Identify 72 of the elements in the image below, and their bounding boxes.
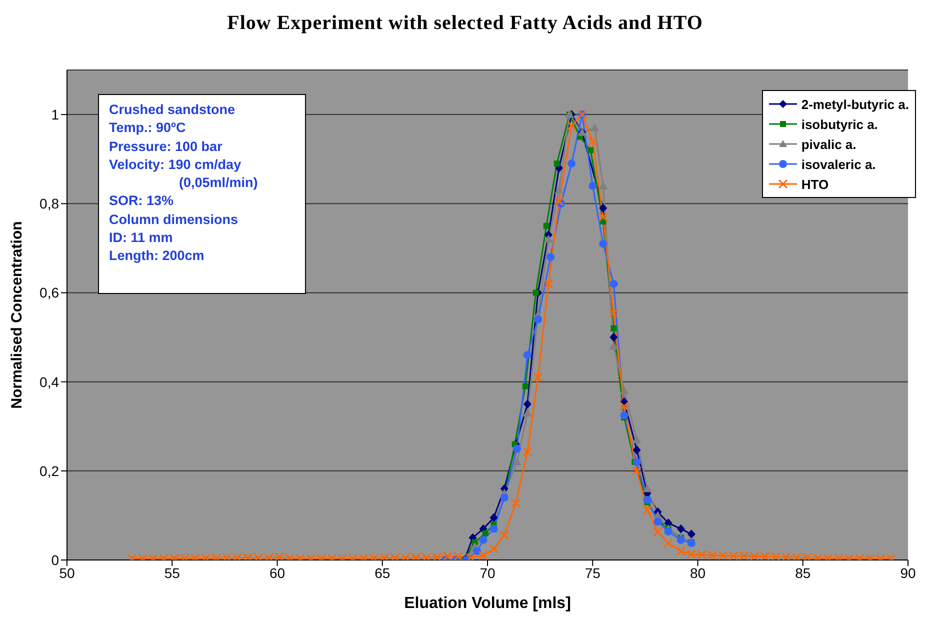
- point: [590, 123, 600, 132]
- point: [554, 186, 564, 194]
- x-tick-label: 75: [584, 564, 601, 581]
- y-axis-title: Normalised Concentration: [8, 221, 26, 409]
- point: [687, 530, 696, 539]
- y-tick-label: 0,8: [40, 196, 60, 212]
- point: [620, 386, 629, 394]
- point: [642, 484, 652, 492]
- y-tick-label: 0,2: [40, 462, 60, 479]
- legend-label: pivalic a.: [801, 136, 856, 152]
- point: [676, 536, 685, 544]
- x-tick-label: 70: [480, 564, 496, 581]
- point: [610, 280, 618, 288]
- point: [512, 458, 522, 466]
- point: [588, 147, 594, 154]
- y-tick-label: 0,4: [40, 374, 60, 390]
- point: [534, 315, 542, 324]
- point: [610, 325, 617, 332]
- point: [664, 527, 672, 536]
- legend-label: isobutyric a.: [801, 116, 878, 132]
- annotation: (0,05ml/min): [178, 174, 259, 192]
- x-axis-title: Eluation Volume [mls]: [404, 595, 571, 612]
- legend-label: HTO: [801, 176, 829, 192]
- y-tick-label: 1: [51, 106, 60, 123]
- point: [472, 547, 481, 556]
- x-tick-label: 90: [900, 564, 916, 581]
- point: [599, 204, 608, 213]
- x-tick-label: 65: [374, 564, 390, 581]
- point: [676, 524, 685, 534]
- point: [482, 530, 488, 536]
- x-tick-label: 50: [59, 564, 75, 581]
- y-tick-label: 0,6: [40, 284, 60, 301]
- point: [598, 181, 608, 190]
- point: [522, 383, 528, 390]
- x-tick-label: 55: [164, 564, 180, 581]
- x-tick-label: 85: [795, 564, 811, 581]
- annotation: Crushed sandstone: [109, 101, 236, 119]
- point: [632, 435, 642, 444]
- x-tick-label: 80: [690, 564, 706, 581]
- point: [599, 240, 608, 248]
- annotation: Pressure: 100 bar: [109, 138, 224, 156]
- point: [620, 411, 628, 420]
- legend-label: isovaleric a.: [801, 156, 876, 172]
- point: [654, 518, 662, 526]
- point: [632, 445, 641, 454]
- point: [523, 400, 532, 409]
- y-tick-label: 0: [51, 552, 60, 568]
- point: [479, 536, 488, 544]
- point: [523, 351, 532, 360]
- point: [532, 290, 539, 296]
- x-tick-label: 60: [269, 564, 286, 581]
- point: [610, 332, 618, 342]
- chart-title: Flow Experiment with selected Fatty Acids and HTO: [226, 12, 704, 35]
- point: [568, 160, 576, 168]
- point: [512, 444, 521, 453]
- point: [554, 160, 560, 167]
- annotation: Column dimensions: [109, 210, 240, 229]
- annotation: SOR: 13%: [109, 192, 175, 210]
- annotation: Velocity: 190 cm/day: [109, 156, 242, 174]
- point: [546, 253, 555, 262]
- annotation: ID: 11 mm: [109, 229, 174, 248]
- annotation: Temp.: 90ºC: [109, 119, 187, 138]
- point: [643, 496, 652, 504]
- point: [544, 234, 553, 243]
- point: [632, 458, 641, 466]
- point: [490, 513, 498, 522]
- legend-label: 2-metyl-butyric a.: [801, 96, 909, 112]
- point: [522, 408, 532, 416]
- point: [609, 342, 618, 350]
- point: [588, 182, 597, 190]
- point: [543, 222, 550, 229]
- annotation: Length: 200cm: [109, 247, 206, 266]
